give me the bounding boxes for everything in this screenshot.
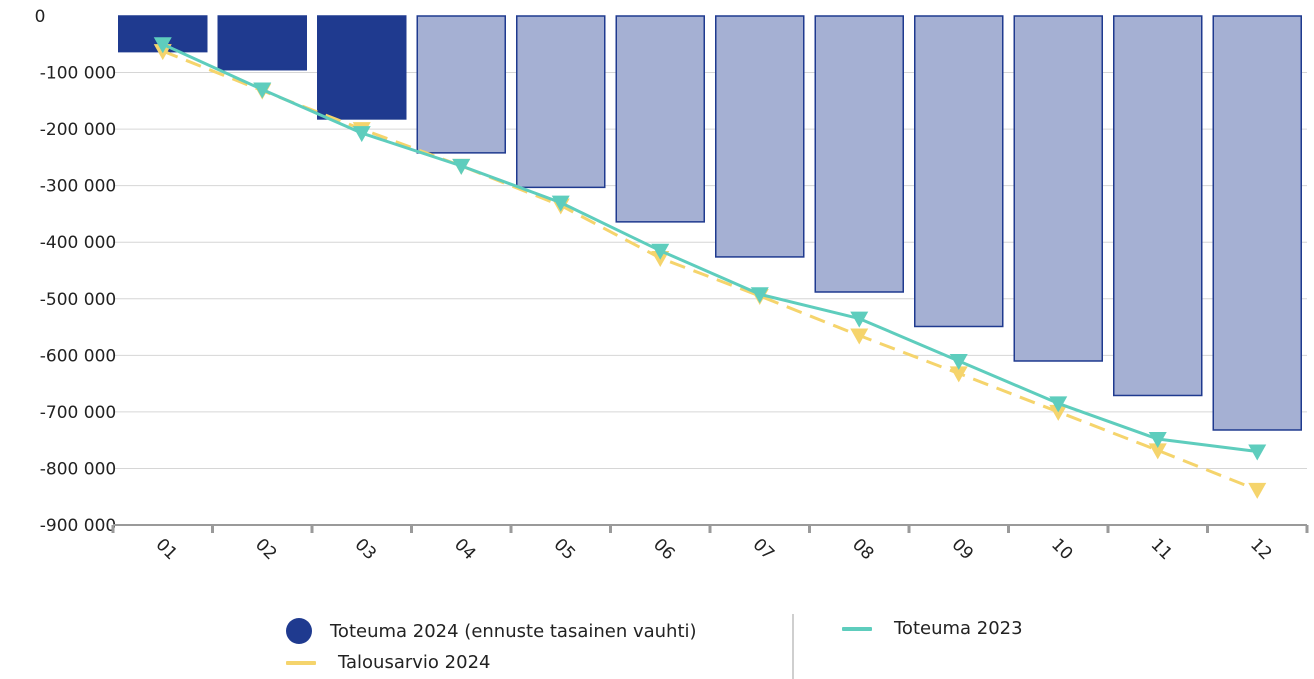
x-tick-label: 07 <box>749 535 778 564</box>
bar-forecast <box>914 15 1004 328</box>
talousarvio-2024-point <box>1148 443 1167 460</box>
legend-divider <box>792 614 794 679</box>
toteuma-2023-point <box>1148 432 1167 449</box>
bar-forecast <box>1212 15 1302 431</box>
toteuma-2023-point <box>949 353 968 370</box>
bar-actual <box>217 15 307 71</box>
y-tick-label: -400 000 <box>40 233 116 253</box>
legend-label-talousarvio-2024: Talousarvio 2024 <box>338 652 491 673</box>
toteuma-2023-point <box>1049 396 1068 413</box>
y-tick-label: -800 000 <box>40 459 116 479</box>
y-tick-label: -500 000 <box>40 290 116 310</box>
talousarvio-2024-point <box>1248 482 1267 499</box>
talousarvio-2024-point <box>949 366 968 383</box>
toteuma-2023-point <box>153 37 172 54</box>
legend-swatch-line-icon <box>842 626 872 631</box>
talousarvio-2024-point <box>850 328 869 345</box>
y-tick-label: -100 000 <box>40 64 116 84</box>
x-tick-label: 08 <box>848 535 877 564</box>
bar-forecast <box>1013 15 1103 362</box>
x-tick-label: 02 <box>251 535 280 564</box>
bar-forecast <box>416 15 506 154</box>
bar-forecast <box>715 15 805 258</box>
x-tick-label: 04 <box>450 535 479 564</box>
toteuma-2023-point <box>651 243 670 260</box>
legend-item-talousarvio-2024[interactable]: Talousarvio 2024 <box>286 652 490 673</box>
x-tick-label: 12 <box>1246 535 1275 564</box>
toteuma-2023-line <box>162 42 1258 453</box>
toteuma-2023-point <box>452 158 471 175</box>
bars <box>118 15 1302 431</box>
y-axis-labels: 0 -100 000 -200 000 -300 000 -400 000 -500 00… <box>35 7 117 536</box>
talousarvio-2024-line <box>162 49 1258 492</box>
legend-label-toteuma-2024: Toteuma 2024 (ennuste tasainen vauhti) <box>330 620 697 642</box>
x-tick-label: 05 <box>550 535 579 564</box>
legend-swatch-circle-icon <box>286 618 312 644</box>
bar-forecast <box>615 15 705 223</box>
y-tick-label: 0 <box>35 7 46 27</box>
x-tick-label: 11 <box>1147 535 1176 564</box>
x-axis-labels: 01 02 03 04 05 06 07 08 09 10 11 12 <box>152 535 1276 564</box>
bar-forecast <box>516 15 606 189</box>
y-tick-label: -200 000 <box>40 120 116 140</box>
toteuma-2023-point <box>750 287 769 304</box>
toteuma-2023-point <box>551 195 570 212</box>
toteuma-2023-point <box>1248 444 1267 461</box>
toteuma-2023-point <box>850 311 869 328</box>
y-tick-label: -300 000 <box>40 177 116 197</box>
lines <box>153 37 1267 499</box>
x-tick-label: 01 <box>152 535 181 564</box>
x-tick-label: 06 <box>649 535 678 564</box>
y-tick-label: -700 000 <box>40 403 116 423</box>
x-axis <box>111 524 1309 533</box>
bar-forecast <box>1113 15 1203 397</box>
talousarvio-2024-point <box>1049 404 1068 421</box>
y-tick-label: -900 000 <box>40 516 116 536</box>
toteuma-2023-point <box>352 126 371 143</box>
legend-swatch-line-icon <box>286 660 316 665</box>
toteuma-2023-point <box>253 82 272 99</box>
x-tick-label: 03 <box>351 535 380 564</box>
x-tick-label: 10 <box>1047 535 1076 564</box>
x-tick-label: 09 <box>948 535 977 564</box>
bar-forecast <box>814 15 904 293</box>
legend-item-toteuma-2023[interactable]: Toteuma 2023 <box>842 618 1023 639</box>
legend-label-toteuma-2023: Toteuma 2023 <box>894 618 1023 639</box>
bar-actual <box>317 15 407 120</box>
chart: 0 -100 000 -200 000 -300 000 -400 000 -500 00… <box>35 7 1309 564</box>
legend-item-toteuma-2024[interactable]: Toteuma 2024 (ennuste tasainen vauhti) <box>286 618 697 644</box>
y-tick-label: -600 000 <box>40 346 116 366</box>
